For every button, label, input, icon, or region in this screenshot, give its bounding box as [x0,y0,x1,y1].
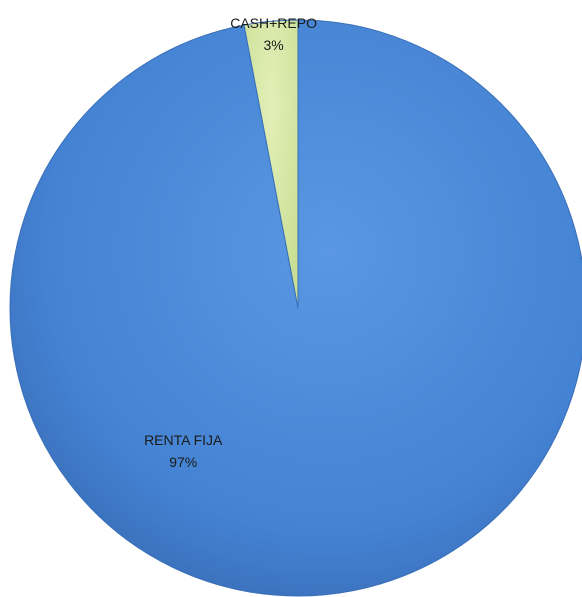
slices-layer [9,19,582,597]
slice-percent-renta-fija: 97% [169,454,197,470]
slice-label-cash-repo: CASH+REPO [230,15,317,31]
labels-layer: RENTA FIJA 97% CASH+REPO 3% [144,15,317,470]
pie-slice-cash-repo [243,19,299,309]
slice-label-renta-fija: RENTA FIJA [144,432,223,448]
pie-slice-renta-fija [9,19,582,597]
slice-percent-cash-repo: 3% [263,37,283,53]
